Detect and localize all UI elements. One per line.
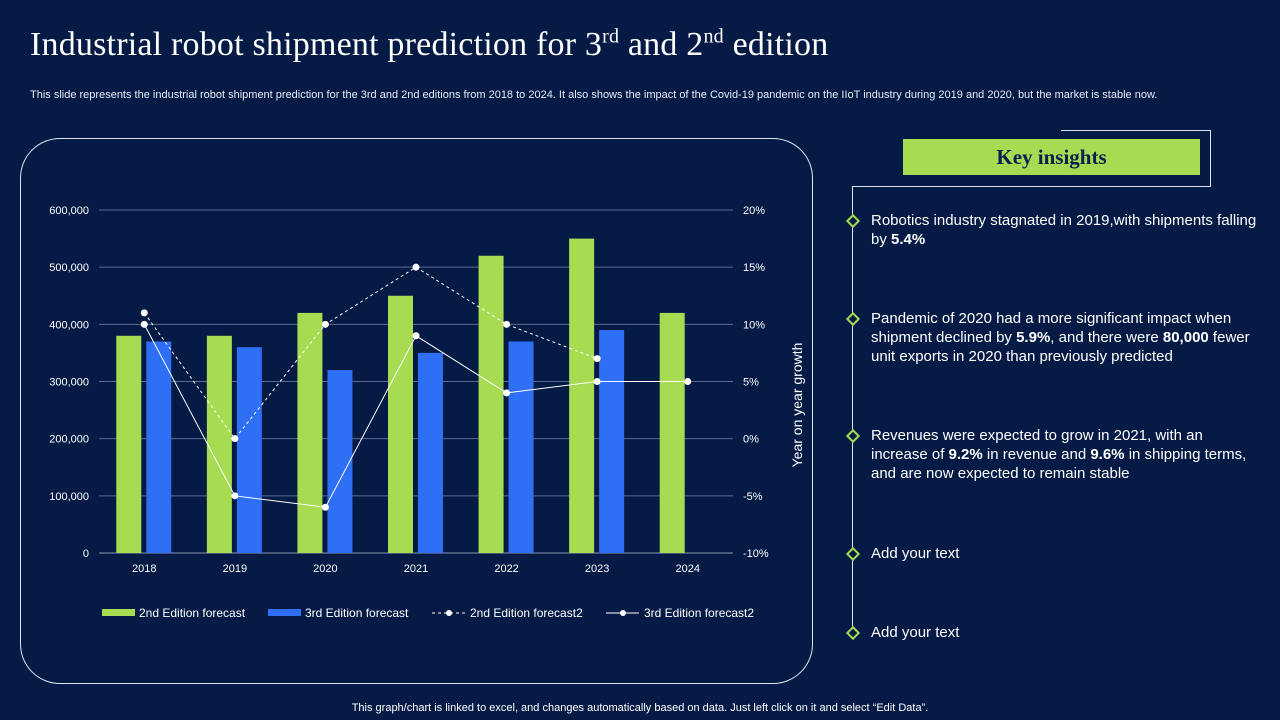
- x-tick-label: 2024: [675, 563, 699, 575]
- x-tick-label: 2018: [132, 563, 156, 575]
- y-left-tick-label: 200,000: [49, 434, 89, 446]
- line-point: [321, 503, 329, 511]
- y-right-tick-label: -10%: [743, 548, 769, 560]
- bar-second-edition: [659, 312, 685, 553]
- line-point: [231, 492, 239, 500]
- slide-description: This slide represents the industrial rob…: [30, 89, 1158, 101]
- bar-second-edition: [297, 312, 323, 553]
- y-right-tick-label: 5%: [743, 377, 759, 389]
- line-point: [503, 320, 511, 328]
- bar-second-edition: [478, 255, 504, 553]
- bar-third-edition: [418, 352, 443, 553]
- insight-marker-icon: [845, 625, 861, 641]
- legend-label: 3rd Edition forecast: [305, 606, 409, 620]
- bar-third-edition: [327, 370, 353, 553]
- x-tick-label: 2020: [313, 563, 337, 575]
- combo-chart[interactable]: 0 100,000 200,000 300,000 400,000 500,000 600,…: [0, 0, 830, 700]
- line-point: [503, 389, 511, 397]
- series-line-second-edition-forecast2: [143, 266, 598, 440]
- y-left-tick-label: 100,000: [49, 491, 89, 503]
- insight-item: Pandemic of 2020 had a more significant …: [871, 309, 1261, 366]
- insight-highlight: 80,000: [1162, 329, 1209, 346]
- x-tick-label: 2021: [404, 563, 428, 575]
- line-point: [412, 263, 420, 271]
- legend-point-swatch: [620, 610, 626, 616]
- timeline-top-line: [852, 186, 1062, 187]
- legend-swatch: [102, 609, 135, 616]
- y-left-tick-label: 500,000: [49, 262, 89, 274]
- bar-second-edition: [388, 295, 413, 553]
- bar-second-edition: [206, 335, 232, 553]
- y-left-tick-label: 400,000: [49, 319, 89, 331]
- line-point: [412, 332, 420, 340]
- y-left-tick-label: 600,000: [49, 205, 89, 217]
- key-insights-frame: [1061, 130, 1211, 187]
- bar-third-edition: [146, 341, 172, 553]
- y-right-tick-label: 15%: [743, 262, 765, 274]
- insight-marker-icon: [845, 213, 861, 229]
- insight-marker-icon: [845, 546, 861, 562]
- insight-text-part: Pandemic of 2020 had a more significant …: [871, 310, 1232, 346]
- insight-highlight: 9.6%: [1090, 446, 1125, 463]
- insight-highlight: 5.9%: [1016, 329, 1051, 346]
- insight-item: Add your text: [871, 623, 1261, 642]
- legend-swatch: [268, 609, 301, 616]
- line-point: [593, 355, 601, 363]
- insight-text-part: in shipping terms, and are now expected …: [871, 446, 1247, 482]
- bar-third-edition: [599, 330, 625, 553]
- line-point: [140, 320, 148, 328]
- y-right-tick-label: 10%: [743, 319, 765, 331]
- insight-text-part: Add your text: [871, 624, 960, 641]
- legend-label: 3rd Edition forecast2: [644, 606, 754, 620]
- legend-label: 2nd Edition forecast2: [470, 606, 583, 620]
- insight-text-part: Add your text: [871, 545, 960, 562]
- y-left-tick-label: 300,000: [49, 377, 89, 389]
- y-right-tick-label: -5%: [743, 491, 763, 503]
- insight-item: Revenues were expected to grow in 2021, …: [871, 426, 1261, 483]
- line-point: [593, 378, 601, 385]
- chart-card[interactable]: [20, 138, 813, 684]
- bar-third-edition: [236, 347, 262, 553]
- line-point: [321, 320, 329, 328]
- insight-text-part: Robotics industry stagnated in 2019,with…: [871, 212, 1257, 248]
- line-point: [684, 378, 692, 385]
- insight-text-part: fewer unit exports in 2020 than previous…: [871, 329, 1250, 365]
- legend-point-swatch: [446, 610, 452, 616]
- insight-highlight: 9.2%: [948, 446, 983, 463]
- insight-text-part: Revenues were expected to grow in 2021, …: [871, 427, 1203, 463]
- line-point: [140, 309, 148, 317]
- key-insights-heading: Key insights: [903, 139, 1200, 175]
- y-right-axis-title: Year on year growth: [789, 343, 805, 468]
- bar-third-edition: [508, 341, 534, 553]
- insight-item: Add your text: [871, 544, 1261, 563]
- bar-second-edition: [569, 238, 595, 554]
- x-tick-label: 2022: [494, 563, 518, 575]
- slide-title: Industrial robot shipment prediction for…: [30, 25, 829, 63]
- insight-marker-icon: [845, 428, 861, 444]
- legend-label: 2nd Edition forecast: [139, 606, 246, 620]
- y-left-tick-label: 0: [83, 548, 89, 560]
- x-tick-label: 2023: [585, 563, 609, 575]
- insight-item: Robotics industry stagnated in 2019,with…: [871, 211, 1261, 249]
- insight-highlight: 5.4%: [891, 231, 926, 248]
- insight-text-part: , and there were: [1050, 329, 1163, 346]
- timeline-line: [852, 186, 853, 636]
- y-right-tick-label: 20%: [743, 205, 765, 217]
- bar-second-edition: [116, 335, 142, 553]
- x-tick-label: 2019: [223, 563, 247, 575]
- footer-note: This graph/chart is linked to excel, and…: [351, 702, 929, 714]
- insight-marker-icon: [845, 311, 861, 327]
- line-point: [231, 435, 239, 443]
- insight-text-part: in revenue and: [982, 446, 1091, 463]
- y-right-tick-label: 0%: [743, 434, 759, 446]
